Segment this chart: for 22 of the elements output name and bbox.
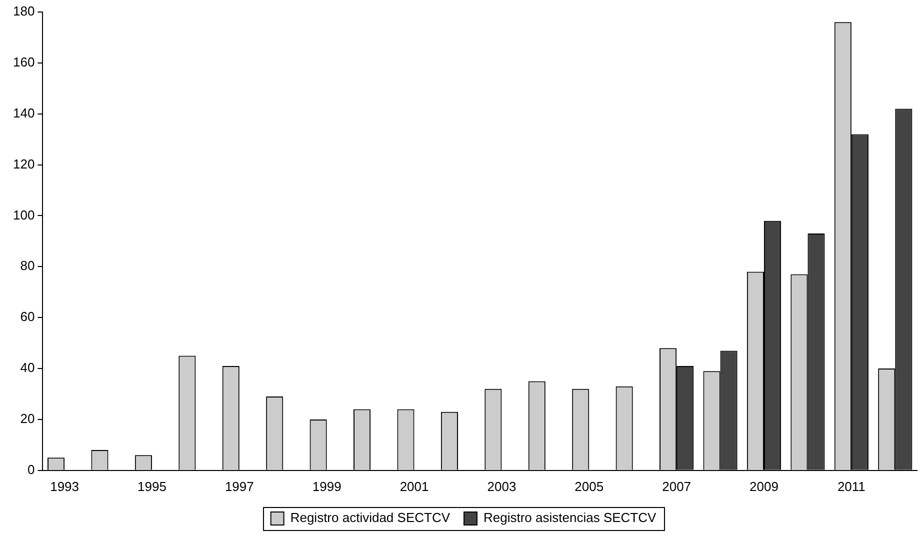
y-tick-label: 0 [27,462,35,477]
legend-label: Registro asistencias SECTCV [484,510,656,526]
x-tick-label: 1997 [224,478,254,494]
x-tick-label: 1993 [50,478,80,494]
x-tick-label: 2001 [400,478,429,494]
y-tick-label: 160 [12,54,35,70]
y-tick-label: 140 [12,105,35,120]
y-tick-label: 80 [20,258,35,274]
y-tick-label: 40 [20,360,35,376]
legend-label: Registro actividad SECTCV [290,510,450,526]
x-tick-label: 2007 [662,478,692,494]
y-tick-label: 180 [12,4,35,19]
x-tick-label: 2005 [574,478,604,494]
x-tick-label: 1995 [138,478,166,494]
x-tick-label: 2003 [487,478,516,494]
y-tick-label: 120 [12,156,35,172]
y-tick-label: 100 [12,207,35,222]
y-tick-label: 60 [20,309,35,324]
x-tick-label: 1999 [312,478,342,494]
x-tick-label: 2011 [837,478,866,494]
y-tick-label: 20 [20,411,35,426]
x-tick-label: 2009 [750,478,778,494]
